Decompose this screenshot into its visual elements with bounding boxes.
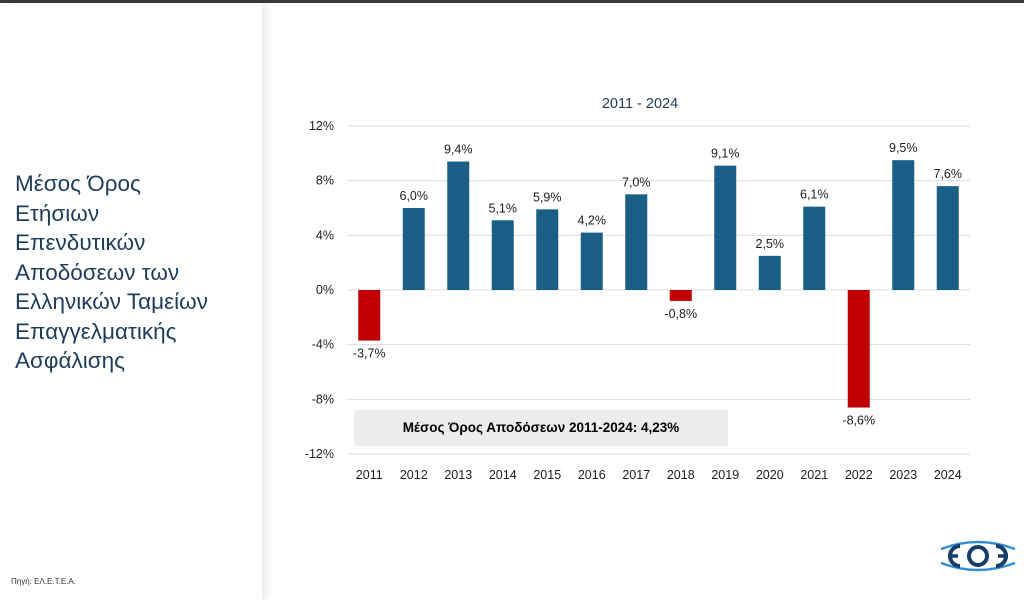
- data-label: 6,1%: [800, 188, 829, 202]
- data-label: 2,5%: [756, 237, 785, 251]
- data-label: -0,8%: [664, 307, 697, 321]
- x-tick-label: 2019: [711, 468, 739, 482]
- annotation-box: [354, 410, 728, 446]
- x-tick-label: 2015: [533, 468, 561, 482]
- bar: [847, 290, 870, 408]
- bar: [491, 220, 514, 290]
- etea-logo-icon: [940, 540, 1016, 572]
- data-label: 5,9%: [533, 190, 562, 204]
- annotation-text: Μέσος Όρος Αποδόσεων 2011-2024: 4,23%: [403, 420, 680, 435]
- x-tick-label: 2014: [489, 468, 517, 482]
- chart-title: 2011 - 2024: [602, 96, 678, 112]
- bar: [625, 194, 648, 290]
- data-label: 9,4%: [444, 143, 473, 157]
- grid-lines: [347, 125, 970, 455]
- data-label: -8,6%: [842, 414, 875, 428]
- data-label: 6,0%: [400, 189, 429, 203]
- y-axis-ticks: 12% 8% 4% 0% -4% -8% -12%: [305, 119, 334, 461]
- side-title-line: Ετήσιων: [15, 200, 100, 226]
- side-title-line: Ελληνικών Ταμείων: [15, 289, 208, 314]
- y-tick-label: 8%: [316, 174, 334, 188]
- x-tick-label: 2020: [756, 468, 784, 482]
- data-label: 4,2%: [578, 214, 607, 228]
- value-labels: -3,7% 6,0% 9,4% 5,1% 5,9% 4,2% 7,0% -0,8% 9,1% 2,…: [353, 141, 962, 427]
- top-border: [0, 0, 1024, 3]
- x-tick-label: 2013: [444, 468, 472, 482]
- bar: [402, 208, 425, 290]
- bar-chart: -3,7% 6,0% 9,4% 5,1% 5,9% 4,2% 7,0% -0,8% 9,1% 2,…: [305, 96, 970, 482]
- x-tick-label: 2011: [356, 468, 383, 482]
- x-axis-ticks: 2011 2012 2013 2014 2015 2016 2017 2018 2019 2020…: [356, 468, 962, 482]
- bar: [358, 290, 381, 341]
- data-label: 9,1%: [711, 147, 740, 161]
- bar: [536, 209, 559, 290]
- x-tick-label: 2012: [400, 468, 428, 482]
- x-tick-label: 2021: [800, 468, 828, 482]
- left-panel: Μέσος Όρος Ετήσιων Επενδυτικών Αποδόσεων…: [0, 3, 262, 600]
- bar: [936, 186, 959, 290]
- x-tick-label: 2023: [889, 468, 917, 482]
- bar: [803, 206, 826, 290]
- side-title-line: Επενδυτικών: [15, 230, 146, 255]
- data-label: 5,1%: [489, 201, 518, 215]
- side-title: Μέσος Όρος Ετήσιων Επενδυτικών Αποδόσεων…: [15, 169, 255, 376]
- bars: [358, 160, 959, 408]
- source-note: Πηγή: ΕΛ.Ε.Τ.Ε.Α.: [11, 577, 76, 586]
- bar: [892, 160, 915, 290]
- side-title-line: Επαγγελματικής: [15, 318, 177, 344]
- data-label: -3,7%: [353, 347, 386, 361]
- side-title-line: Αποδόσεων των: [15, 259, 180, 285]
- bar: [669, 290, 692, 301]
- bar: [758, 255, 781, 290]
- bar: [447, 161, 470, 290]
- y-tick-label: 12%: [309, 119, 334, 133]
- x-tick-label: 2018: [667, 468, 695, 482]
- bar: [714, 165, 737, 290]
- data-label: 7,0%: [622, 175, 651, 189]
- y-tick-label: 0%: [316, 283, 334, 297]
- y-tick-label: -4%: [312, 338, 334, 352]
- x-tick-label: 2024: [934, 468, 962, 482]
- data-label: 9,5%: [889, 141, 918, 155]
- average-annotation: Μέσος Όρος Αποδόσεων 2011-2024: 4,23%: [354, 410, 728, 446]
- y-tick-label: 4%: [316, 228, 334, 242]
- x-tick-label: 2017: [622, 468, 650, 482]
- side-title-line: Μέσος Όρος: [15, 171, 141, 196]
- y-tick-label: -12%: [305, 447, 334, 461]
- x-tick-label: 2016: [578, 468, 606, 482]
- y-tick-label: -8%: [312, 392, 334, 406]
- bar: [580, 232, 603, 290]
- x-tick-label: 2022: [845, 468, 873, 482]
- side-title-line: Ασφάλισης: [15, 348, 125, 373]
- data-label: 7,6%: [934, 167, 963, 181]
